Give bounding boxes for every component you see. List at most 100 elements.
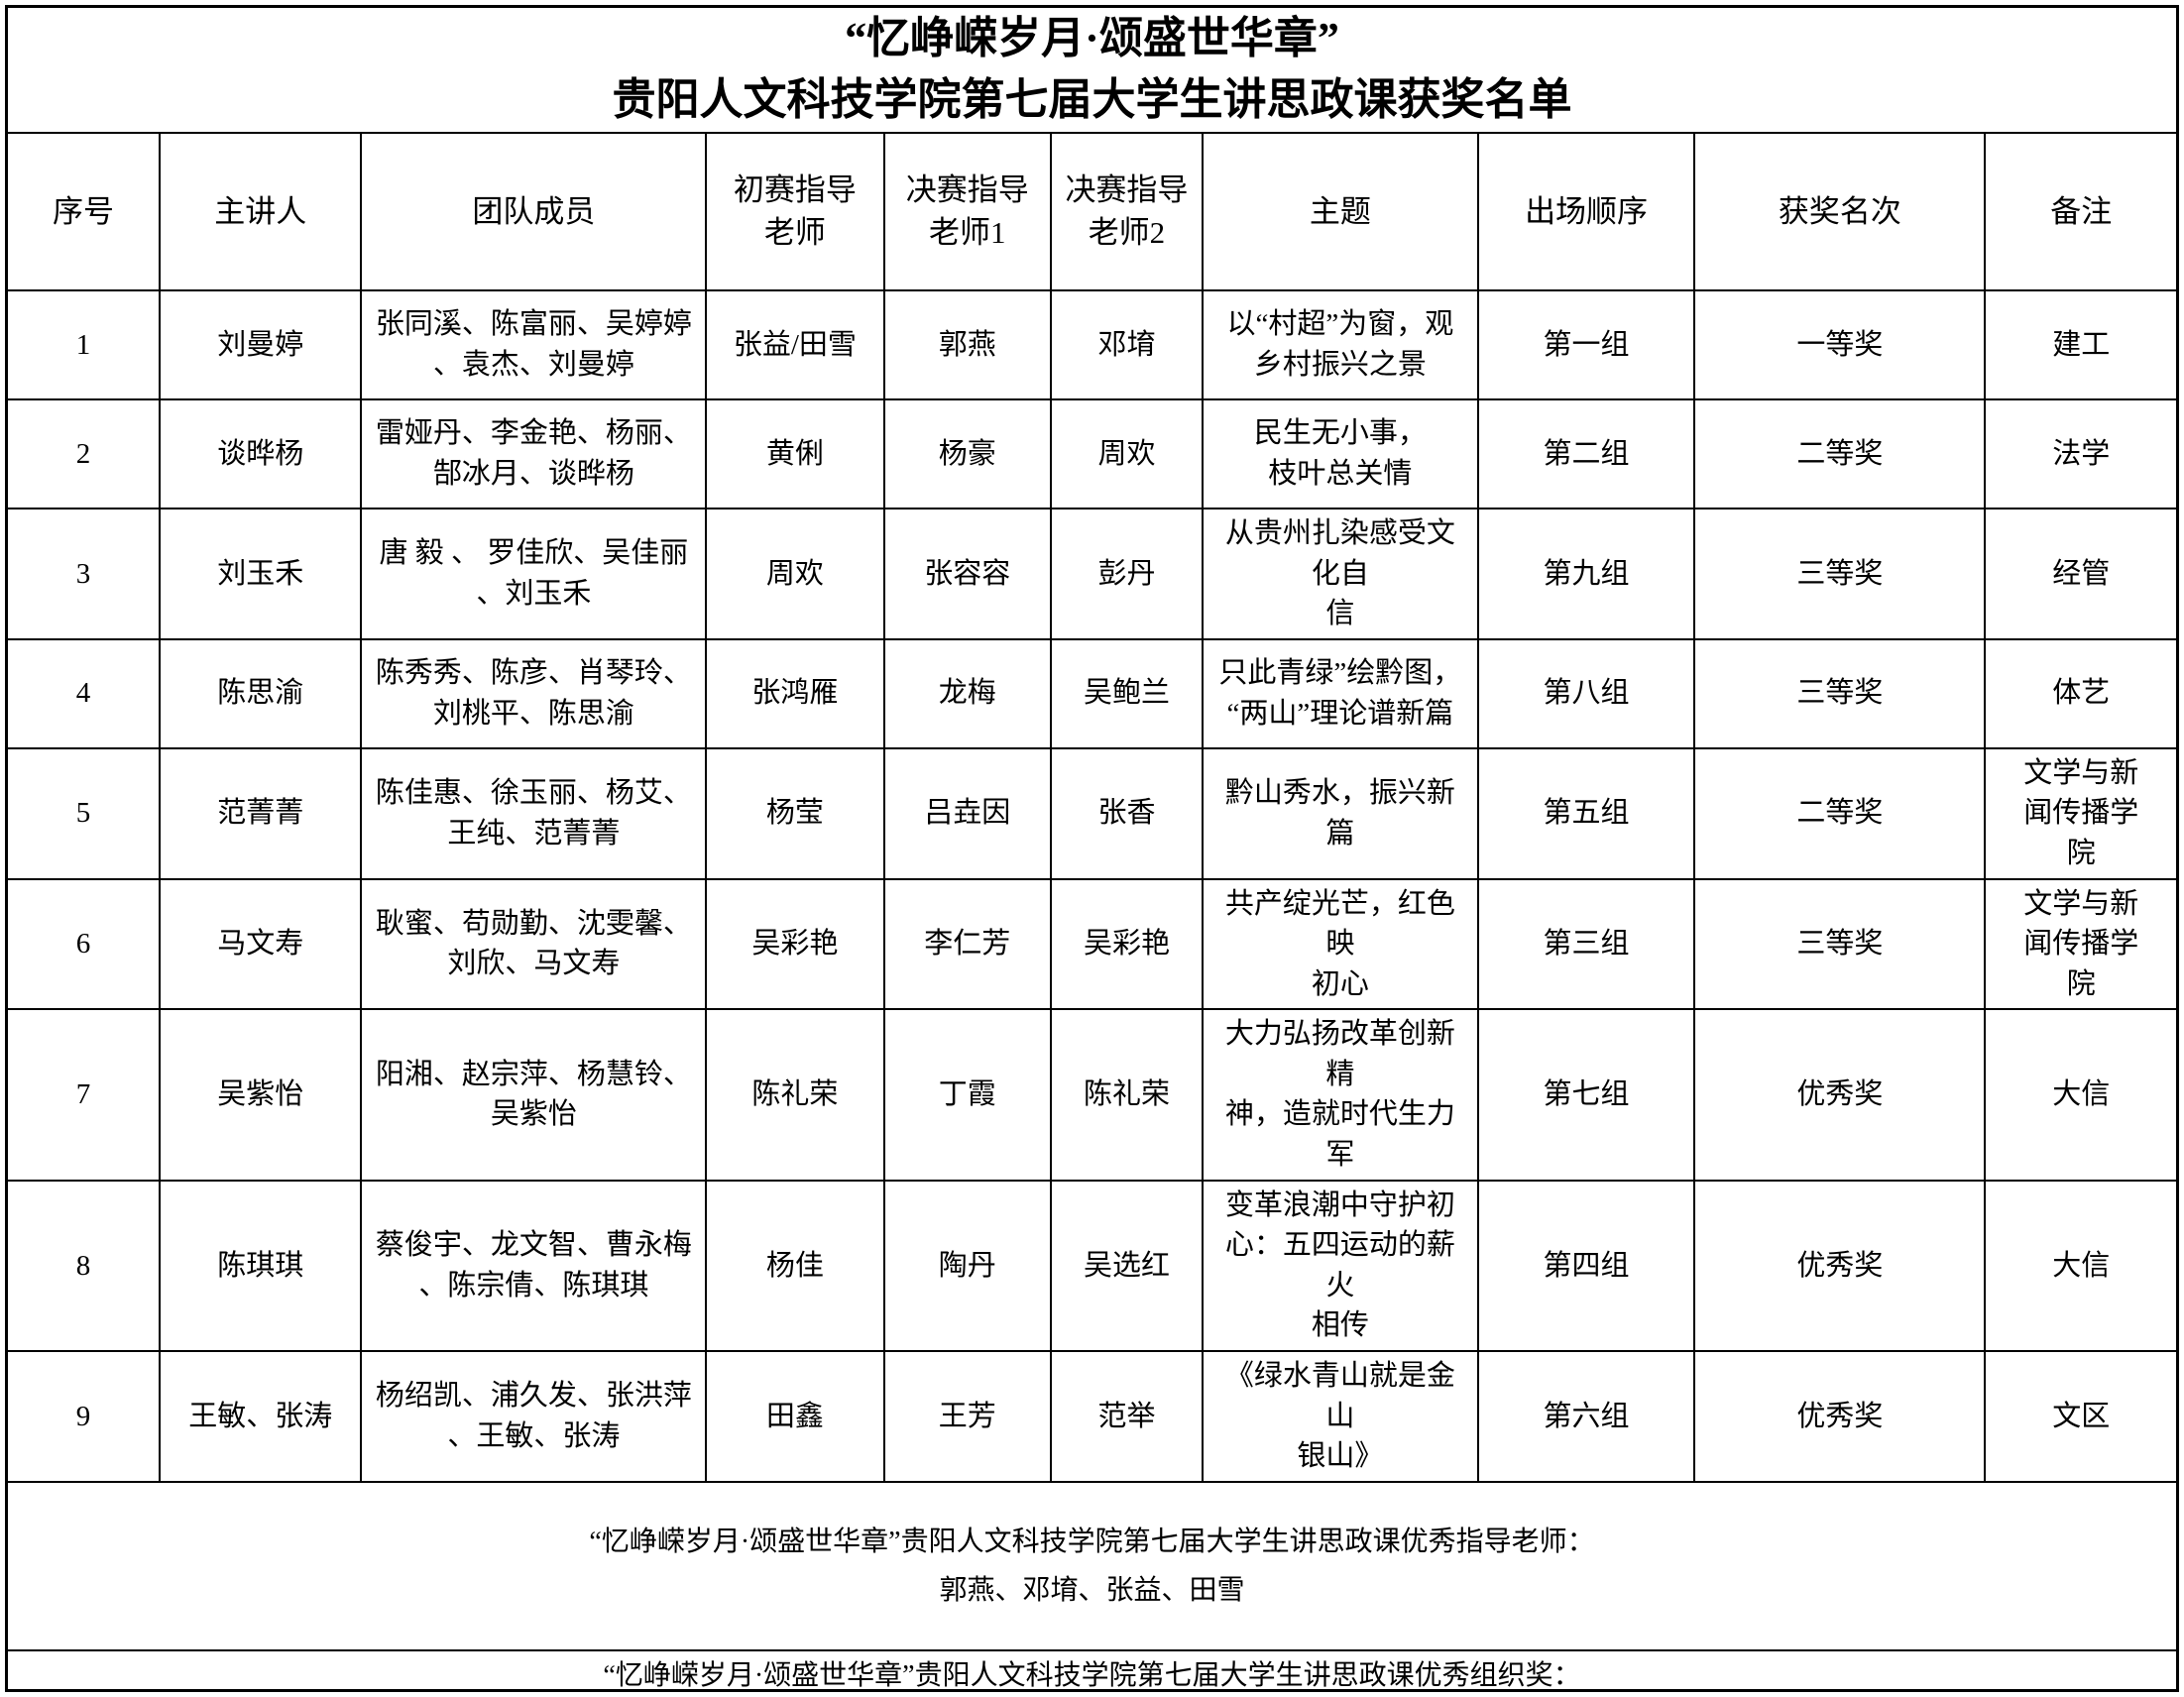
table-cell: 文学与新 闻传播学 院 [1984, 746, 2176, 880]
table-cell: 吕垚因 [882, 746, 1052, 880]
table-row: 2 谈晔杨 雷娅丹、李金艳、杨丽、 郜冰月、谈晔杨 黄俐 杨豪 周欢 民生无小事， 枝叶总关… [8, 397, 2176, 509]
table-cell: 三等奖 [1693, 507, 1987, 640]
header-cell-team-members: 团队成员 [360, 133, 708, 291]
table-cell: 《绿水青山就是金山 银山》 [1201, 1350, 1479, 1483]
table-cell: 三等奖 [1693, 637, 1987, 749]
table-cell: 从贵州扎染感受文化自 信 [1201, 507, 1479, 640]
table-cell: 张鸿雁 [705, 637, 885, 749]
table-cell: 第六组 [1476, 1350, 1696, 1483]
table-row: 6 马文寿 耿蜜、苟勋勤、沈雯馨、 刘欣、马文寿 吴彩艳 李仁芳 吴彩艳 共产绽光芒，红色映… [8, 877, 2176, 1011]
table-cell: 杨佳 [705, 1179, 885, 1353]
header-cell-index: 序号 [8, 133, 162, 291]
table-cell: 只此青绿”绘黔图， “两山”理论谱新篇 [1201, 637, 1479, 749]
table-cell: 邓堉 [1049, 288, 1204, 400]
table-cell: 张益/田雪 [705, 288, 885, 400]
table-cell: 杨绍凯、浦久发、张洪萍 、王敏、张涛 [360, 1350, 708, 1483]
table-cell: 张容容 [882, 507, 1052, 640]
table-cell: 吴鲍兰 [1049, 637, 1204, 749]
table-row: 7 吴紫怡 阳湘、赵宗萍、杨慧铃、 吴紫怡 陈礼荣 丁霞 陈礼荣 大力弘扬改革创新精 神，造… [8, 1008, 2176, 1182]
document-page: “忆峥嵘岁月·颂盛世华章” 贵阳人文科技学院第七届大学生讲思政课获奖名单 序号 … [5, 5, 2179, 1692]
table-row: 4 陈思渝 陈秀秀、陈彦、肖琴玲、 刘桃平、陈思渝 张鸿雁 龙梅 吴鲍兰 只此青绿”绘黔图，… [8, 637, 2176, 749]
table-cell: 优秀奖 [1693, 1350, 1987, 1483]
header-cell-remarks: 备注 [1984, 133, 2176, 291]
table-cell: 阳湘、赵宗萍、杨慧铃、 吴紫怡 [360, 1008, 708, 1182]
table-cell: 陶丹 [882, 1179, 1052, 1353]
table-cell: 第三组 [1476, 877, 1696, 1011]
table-cell: 杨豪 [882, 397, 1052, 509]
table-cell: 共产绽光芒，红色映 初心 [1201, 877, 1479, 1011]
table-cell: 7 [8, 1008, 162, 1182]
table-cell: 陈礼荣 [705, 1008, 885, 1182]
table-cell: 一等奖 [1693, 288, 1987, 400]
table-cell: 谈晔杨 [159, 397, 363, 509]
footer-advisors-note: “忆峥嵘岁月·颂盛世华章”贵阳人文科技学院第七届大学生讲思政课优秀指导老师： 郭… [589, 1526, 1595, 1606]
document-title: “忆峥嵘岁月·颂盛世华章” 贵阳人文科技学院第七届大学生讲思政课获奖名单 [8, 8, 2176, 134]
table-cell: 三等奖 [1693, 877, 1987, 1011]
table-cell: 龙梅 [882, 637, 1052, 749]
table-cell: 刘玉禾 [159, 507, 363, 640]
table-cell: 1 [8, 288, 162, 400]
table-cell: 陈琪琪 [159, 1179, 363, 1353]
table-cell: 陈礼荣 [1049, 1008, 1204, 1182]
table-cell: 彭丹 [1049, 507, 1204, 640]
table-cell: 大信 [1984, 1008, 2176, 1182]
table-cell: 优秀奖 [1693, 1008, 1987, 1182]
table-cell: 第四组 [1476, 1179, 1696, 1353]
header-row: 序号 主讲人 团队成员 初赛指导 老师 决赛指导 老师1 决赛指导 老师2 主题… [8, 133, 2176, 291]
table-cell: 法学 [1984, 397, 2176, 509]
table-cell: 变革浪潮中守护初 心：五四运动的薪火 相传 [1201, 1179, 1479, 1353]
table-row: 1 刘曼婷 张同溪、陈富丽、吴婷婷 、袁杰、刘曼婷 张益/田雪 郭燕 邓堉 以“村超”为窗，… [8, 288, 2176, 400]
table-cell: 第一组 [1476, 288, 1696, 400]
table-cell: 黔山秀水，振兴新篇 [1201, 746, 1479, 880]
table-cell: 3 [8, 507, 162, 640]
title-line-2: 贵阳人文科技学院第七届大学生讲思政课获奖名单 [612, 75, 1572, 125]
table-cell: 4 [8, 637, 162, 749]
table-cell: 建工 [1984, 288, 2176, 400]
table-cell: 吴彩艳 [705, 877, 885, 1011]
table-cell: 刘曼婷 [159, 288, 363, 400]
table-cell: 9 [8, 1350, 162, 1483]
table-cell: 第八组 [1476, 637, 1696, 749]
table-cell: 范举 [1049, 1350, 1204, 1483]
table-cell: 第二组 [1476, 397, 1696, 509]
table-cell: 周欢 [705, 507, 885, 640]
table-cell: 第五组 [1476, 746, 1696, 880]
table-cell: 陈思渝 [159, 637, 363, 749]
table-cell: 陈佳惠、徐玉丽、杨艾、 王纯、范菁菁 [360, 746, 708, 880]
table-row: 3 刘玉禾唐 毅 、 罗佳欣、吴佳丽 、刘玉禾 周欢 张容容 彭丹 从贵州扎染感受文化自 … [8, 507, 2176, 640]
table-cell: 吴选红 [1049, 1179, 1204, 1353]
table-cell: 杨莹 [705, 746, 885, 880]
table-cell: 吴彩艳 [1049, 877, 1204, 1011]
header-cell-final-advisor-2: 决赛指导 老师2 [1049, 133, 1204, 291]
table-cell: 优秀奖 [1693, 1179, 1987, 1353]
footer-organization-award-note: “忆峥嵘岁月·颂盛世华章”贵阳人文科技学院第七届大学生讲思政课优秀组织奖： 建筑… [8, 1648, 2176, 1697]
header-cell-award-rank: 获奖名次 [1693, 133, 1987, 291]
table-cell: 陈秀秀、陈彦、肖琴玲、 刘桃平、陈思渝 [360, 637, 708, 749]
table-cell: 李仁芳 [882, 877, 1052, 1011]
table-cell: 第七组 [1476, 1008, 1696, 1182]
table-row: 8 陈琪琪 蔡俊宇、龙文智、曹永梅 、陈宗倩、陈琪琪 杨佳 陶丹 吴选红 变革浪潮中守护初 … [8, 1179, 2176, 1353]
header-cell-prelim-advisor: 初赛指导 老师 [705, 133, 885, 291]
table-cell: 文学与新 闻传播学 院 [1984, 877, 2176, 1011]
table-cell: 马文寿 [159, 877, 363, 1011]
header-cell-final-advisor-1: 决赛指导 老师1 [882, 133, 1052, 291]
table-cell: 张同溪、陈富丽、吴婷婷 、袁杰、刘曼婷 [360, 288, 708, 400]
table-cell: 张香 [1049, 746, 1204, 880]
table-cell: 唐 毅 、 罗佳欣、吴佳丽 、刘玉禾 [360, 507, 708, 640]
table-cell: 经管 [1984, 507, 2176, 640]
table-cell: 耿蜜、苟勋勤、沈雯馨、 刘欣、马文寿 [360, 877, 708, 1011]
header-cell-topic: 主题 [1201, 133, 1479, 291]
table-body: 1 刘曼婷 张同溪、陈富丽、吴婷婷 、袁杰、刘曼婷 张益/田雪 郭燕 邓堉 以“村超”为窗，… [8, 288, 2176, 1483]
table-cell: 2 [8, 397, 162, 509]
table-cell: 大力弘扬改革创新精 神，造就时代生力军 [1201, 1008, 1479, 1182]
table-cell: 文区 [1984, 1350, 2176, 1483]
table-row: 9 王敏、张涛 杨绍凯、浦久发、张洪萍 、王敏、张涛 田鑫 王芳 范举 《绿水青山就是金山 … [8, 1350, 2176, 1483]
table-cell: 大信 [1984, 1179, 2176, 1353]
table-cell: 田鑫 [705, 1350, 885, 1483]
header-cell-appearance-order: 出场顺序 [1476, 133, 1696, 291]
table-cell: 范菁菁 [159, 746, 363, 880]
table-cell: 雷娅丹、李金艳、杨丽、 郜冰月、谈晔杨 [360, 397, 708, 509]
table-cell: 黄俐 [705, 397, 885, 509]
table-cell: 6 [8, 877, 162, 1011]
table-row: 5 范菁菁 陈佳惠、徐玉丽、杨艾、 王纯、范菁菁 杨莹 吕垚因 张香 黔山秀水，振兴新篇 第五… [8, 746, 2176, 880]
